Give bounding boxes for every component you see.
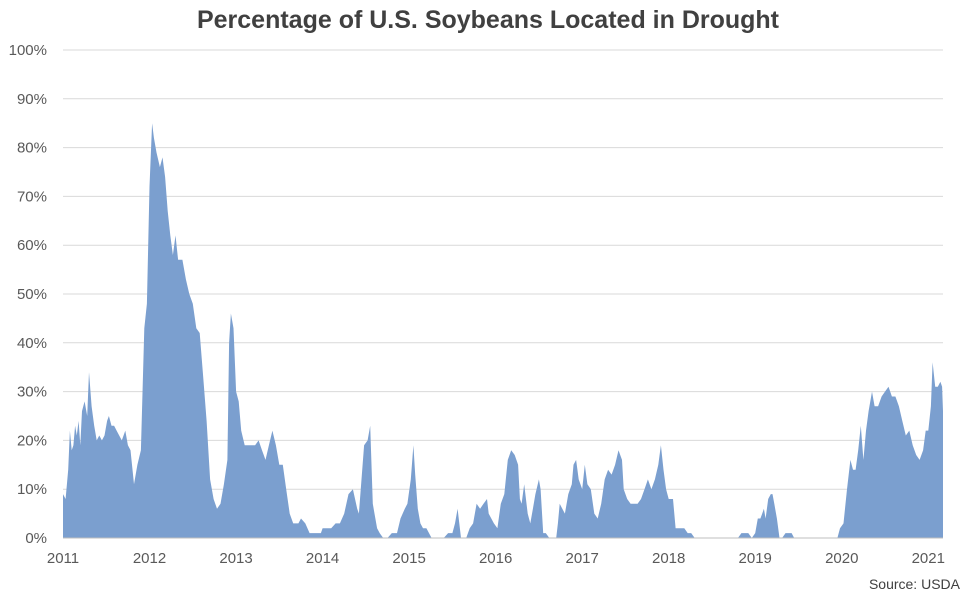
y-tick-label: 30% bbox=[17, 384, 47, 401]
x-tick-label: 2016 bbox=[479, 550, 512, 567]
series-area bbox=[63, 123, 943, 538]
x-tick-label: 2021 bbox=[912, 550, 945, 567]
y-tick-label: 10% bbox=[17, 481, 47, 498]
x-tick-label: 2012 bbox=[133, 550, 166, 567]
y-tick-label: 0% bbox=[25, 530, 47, 547]
y-tick-label: 90% bbox=[17, 91, 47, 108]
x-tick-label: 2013 bbox=[219, 550, 252, 567]
y-tick-label: 60% bbox=[17, 237, 47, 254]
y-tick-label: 50% bbox=[17, 286, 47, 303]
y-tick-label: 20% bbox=[17, 432, 47, 449]
source-note: Source: USDA bbox=[868, 576, 960, 592]
x-tick-label: 2018 bbox=[652, 550, 685, 567]
y-tick-label: 100% bbox=[9, 42, 47, 59]
x-tick-label: 2019 bbox=[739, 550, 772, 567]
x-tick-label: 2017 bbox=[565, 550, 598, 567]
y-tick-label: 40% bbox=[17, 335, 47, 352]
y-tick-label: 70% bbox=[17, 188, 47, 205]
x-tick-label: 2015 bbox=[392, 550, 425, 567]
x-tick-label: 2011 bbox=[47, 550, 79, 567]
y-tick-label: 80% bbox=[17, 140, 47, 157]
chart-title: Percentage of U.S. Soybeans Located in D… bbox=[196, 6, 780, 34]
x-tick-label: 2014 bbox=[306, 550, 339, 567]
x-tick-label: 2020 bbox=[825, 550, 858, 567]
